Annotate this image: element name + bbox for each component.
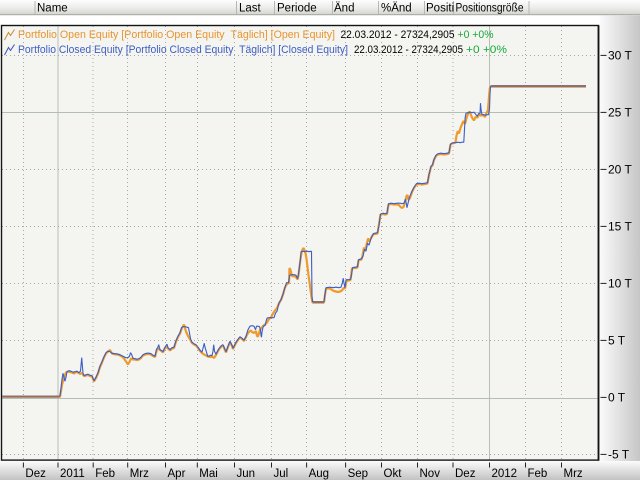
svg-text:30 T: 30 T [608,49,632,63]
svg-text:25 T: 25 T [608,106,632,120]
svg-text:15 T: 15 T [608,220,632,234]
svg-text:Dez: Dez [25,468,46,480]
svg-text:Dez: Dez [455,468,476,480]
svg-text:Positionsgröße: Positionsgröße [456,3,524,15]
svg-text:2011: 2011 [60,468,85,480]
svg-text:Mrz: Mrz [130,468,149,480]
svg-text:0 T: 0 T [608,391,626,405]
svg-text:22.03.2012 - 27324,2905: 22.03.2012 - 27324,2905 [354,44,463,56]
svg-text:10 T: 10 T [608,277,632,291]
svg-text:Mrz: Mrz [564,468,583,480]
svg-text:Positi: Positi [426,3,454,15]
svg-text:Portfolio Closed Equity [Portf: Portfolio Closed Equity [Portfolio Close… [18,44,348,56]
svg-text:Nov: Nov [420,468,441,480]
svg-text:Jun: Jun [237,468,256,480]
svg-text:2012: 2012 [492,468,518,480]
svg-text:Periode: Periode [277,3,317,15]
svg-text:+0 +0%: +0 +0% [458,29,494,41]
svg-text:20 T: 20 T [608,163,632,177]
svg-text:Okt: Okt [384,468,403,480]
svg-text:22.03.2012 - 27324,2905: 22.03.2012 - 27324,2905 [341,29,455,41]
svg-text:Feb: Feb [95,468,115,480]
svg-text:5 T: 5 T [608,334,626,348]
svg-text:Last: Last [239,3,262,15]
svg-text:Portfolio Open Equity [Portfol: Portfolio Open Equity [Portfolio Open Eq… [18,29,335,41]
svg-text:%Änd: %Änd [381,3,412,15]
svg-text:-5 T: -5 T [608,448,630,462]
svg-text:Mai: Mai [199,468,218,480]
svg-text:+0 +0%: +0 +0% [466,44,507,56]
svg-text:Feb: Feb [528,468,548,480]
svg-text:Jul: Jul [274,468,289,480]
svg-text:Aug: Aug [309,468,329,480]
svg-text:Änd: Änd [334,3,354,15]
svg-text:Name: Name [37,3,68,15]
svg-text:Apr: Apr [168,468,186,480]
svg-text:Sep: Sep [348,468,368,480]
